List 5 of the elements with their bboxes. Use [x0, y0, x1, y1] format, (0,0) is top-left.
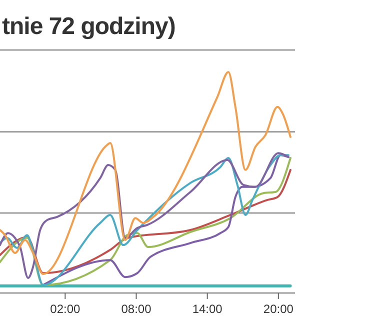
x-tick-label: 02:00: [50, 302, 80, 316]
x-tick-label: 08:00: [121, 302, 152, 316]
chart-title: tnie 72 godziny): [2, 13, 176, 40]
x-tick-label: 14:00: [192, 302, 223, 316]
x-tick-label: 20:00: [263, 302, 294, 316]
